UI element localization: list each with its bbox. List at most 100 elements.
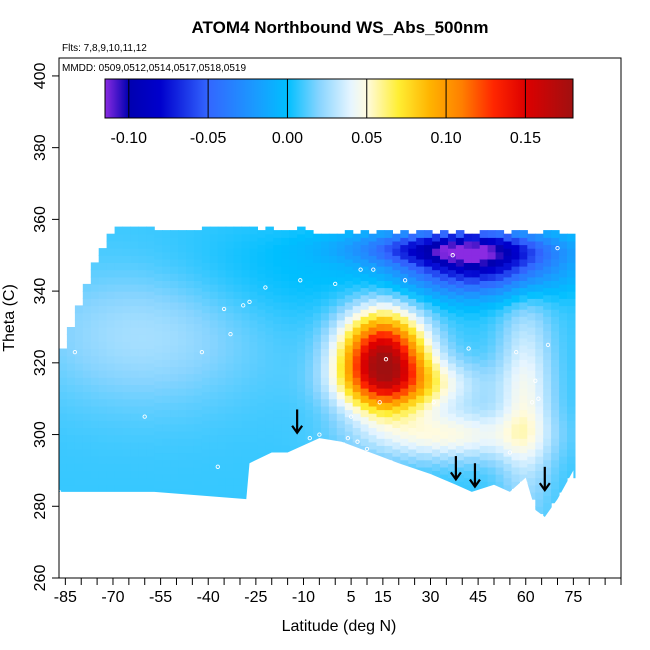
heatmap-cell <box>162 395 171 403</box>
heatmap-cell <box>130 377 139 385</box>
heatmap-cell <box>201 484 211 493</box>
heatmap-cell <box>471 262 481 271</box>
heatmap-cell <box>209 298 219 307</box>
heatmap-cell <box>138 348 147 357</box>
heatmap-cell <box>344 316 354 324</box>
heatmap-cell <box>432 283 441 292</box>
heatmap-cell <box>519 237 528 246</box>
heatmap-cell <box>289 330 298 339</box>
heatmap-cell <box>503 477 512 486</box>
heatmap-cell <box>543 452 552 461</box>
heatmap-cell <box>408 370 417 378</box>
heatmap-cell <box>440 366 449 375</box>
heatmap-cell <box>344 380 354 389</box>
heatmap-cell <box>543 459 552 468</box>
heatmap-cell <box>432 427 441 436</box>
heatmap-cell <box>146 477 155 486</box>
heatmap-cell <box>448 441 457 450</box>
heatmap-cell <box>368 276 378 285</box>
heatmap-cell <box>289 431 298 439</box>
heatmap-cell <box>328 341 338 350</box>
heatmap-cell <box>487 423 497 432</box>
heatmap-cell <box>440 459 449 468</box>
sample-point <box>358 267 363 272</box>
heatmap-cell <box>519 380 528 389</box>
heatmap-cell <box>82 377 92 385</box>
heatmap-cell <box>265 413 274 421</box>
heatmap-cell <box>130 420 139 428</box>
heatmap-cell <box>551 395 560 403</box>
heatmap-cell <box>511 294 520 303</box>
heatmap-cell <box>432 298 441 307</box>
heatmap-cell <box>416 452 425 461</box>
heatmap-cell <box>543 359 552 367</box>
heatmap-cell <box>257 431 266 439</box>
heatmap-cell <box>297 427 306 436</box>
heatmap-cell <box>154 294 163 303</box>
heatmap-cell <box>559 441 568 450</box>
heatmap-cell <box>178 366 187 375</box>
heatmap-cell <box>249 312 258 321</box>
heatmap-cell <box>170 352 179 360</box>
heatmap-cell <box>471 477 481 486</box>
heatmap-cell <box>233 384 243 393</box>
heatmap-cell <box>511 387 520 396</box>
heatmap-cell <box>138 441 147 450</box>
heatmap-cell <box>320 348 330 357</box>
heatmap-cell <box>352 341 362 350</box>
heatmap-cell <box>527 355 536 364</box>
heatmap-cell <box>432 370 441 378</box>
heatmap-cell <box>511 337 520 346</box>
heatmap-cell <box>551 431 560 439</box>
heatmap-cell <box>178 301 187 310</box>
heatmap-cell <box>455 352 465 360</box>
heatmap-cell <box>74 441 84 450</box>
heatmap-cell <box>495 438 505 446</box>
heatmap-cell <box>479 330 489 339</box>
heatmap-cell <box>448 463 457 471</box>
heatmap-cell <box>336 413 346 421</box>
heatmap-cell <box>384 344 393 353</box>
heatmap-cell <box>527 405 536 414</box>
heatmap-cell <box>209 448 219 457</box>
heatmap-cell <box>130 398 139 407</box>
heatmap-cell <box>376 416 385 425</box>
heatmap-cell <box>551 438 560 446</box>
heatmap-cell <box>74 463 84 471</box>
heatmap-cell <box>535 305 544 314</box>
heatmap-cell <box>432 248 441 256</box>
heatmap-cell <box>281 287 290 296</box>
heatmap-cell <box>201 427 211 436</box>
heatmap-cell <box>201 370 211 378</box>
heatmap-cell <box>170 273 179 281</box>
heatmap-cell <box>162 466 171 475</box>
heatmap-cell <box>66 420 76 428</box>
heatmap-cell <box>217 355 227 364</box>
heatmap-cell <box>495 466 505 475</box>
heatmap-cell <box>154 359 163 367</box>
heatmap-cell <box>170 402 179 411</box>
heatmap-cell <box>265 283 274 292</box>
heatmap-cell <box>186 301 195 310</box>
heatmap-cell <box>265 226 274 235</box>
heatmap-cell <box>320 291 330 299</box>
heatmap-cell <box>249 262 258 271</box>
heatmap-cell <box>519 258 528 267</box>
heatmap-cell <box>273 230 282 238</box>
heatmap-cell <box>424 330 433 339</box>
heatmap-cell <box>495 294 505 303</box>
heatmap-cell <box>455 323 465 332</box>
heatmap-cell <box>241 355 251 364</box>
heatmap-cell <box>487 309 497 317</box>
heatmap-cell <box>567 405 576 414</box>
heatmap-cell <box>114 312 124 321</box>
heatmap-cell <box>543 366 552 375</box>
heatmap-cell <box>289 395 298 403</box>
heatmap-cell <box>328 262 338 271</box>
heatmap-cell <box>328 283 338 292</box>
heatmap-cell <box>98 305 108 314</box>
heatmap-cell <box>209 348 219 357</box>
heatmap-cell <box>416 287 425 296</box>
heatmap-cell <box>416 273 425 281</box>
heatmap-cell <box>193 488 203 497</box>
